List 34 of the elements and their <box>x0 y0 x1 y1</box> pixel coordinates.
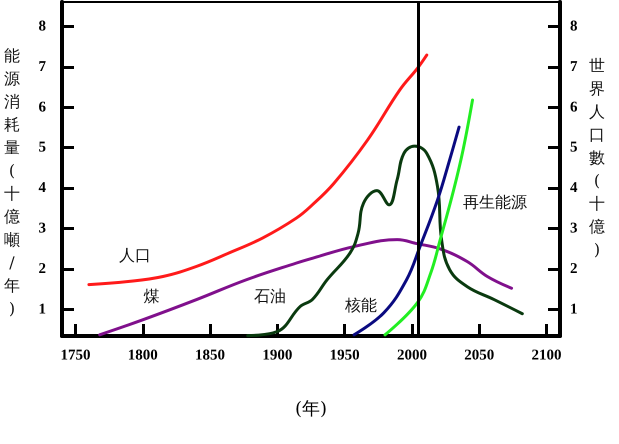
x-tick-label: 2100 <box>532 348 562 364</box>
y-tick-label: 6 <box>38 99 46 116</box>
x-tick-label: 1850 <box>195 348 226 364</box>
y2-tick-label: 6 <box>570 99 578 116</box>
y2-tick-label: 3 <box>570 220 578 237</box>
y-tick-label: 3 <box>38 220 46 237</box>
y-tick-label: 8 <box>38 18 46 34</box>
y2-tick-label: 7 <box>570 58 578 75</box>
series-label: 煤 <box>144 286 160 306</box>
x-tick-label: 1950 <box>330 348 360 364</box>
x-tick-label: 2050 <box>464 348 494 364</box>
series-label: 石油 <box>254 286 286 306</box>
line-series <box>87 54 428 286</box>
text: 能源消耗量(十億噸/年) <box>4 46 20 318</box>
x-tick-label: 1750 <box>60 348 90 364</box>
x-tick-label: 2000 <box>396 348 427 364</box>
y2-tick-label: 2 <box>570 261 578 278</box>
x-tick-label: 1900 <box>262 348 292 364</box>
y2-tick-label: 8 <box>570 18 578 34</box>
y-tick-label: 2 <box>38 261 46 278</box>
y2-tick-label: 1 <box>570 302 578 318</box>
y-tick-label: 7 <box>38 58 46 75</box>
line-series <box>98 238 514 336</box>
x-tick-label: 1800 <box>128 348 158 364</box>
series-label: 再生能源 <box>463 192 527 212</box>
y-tick-label: 5 <box>38 140 46 156</box>
y-tick-label: 4 <box>38 180 46 196</box>
x-axis-title: (年) <box>294 398 328 420</box>
text: 世界人口數(十億) <box>589 56 605 259</box>
series-label: 核能 <box>344 296 377 314</box>
series-label: 人口 <box>119 246 151 264</box>
y2-tick-label: 5 <box>570 140 578 156</box>
y-tick-label: 1 <box>38 302 46 318</box>
y2-tick-label: 4 <box>570 180 578 196</box>
